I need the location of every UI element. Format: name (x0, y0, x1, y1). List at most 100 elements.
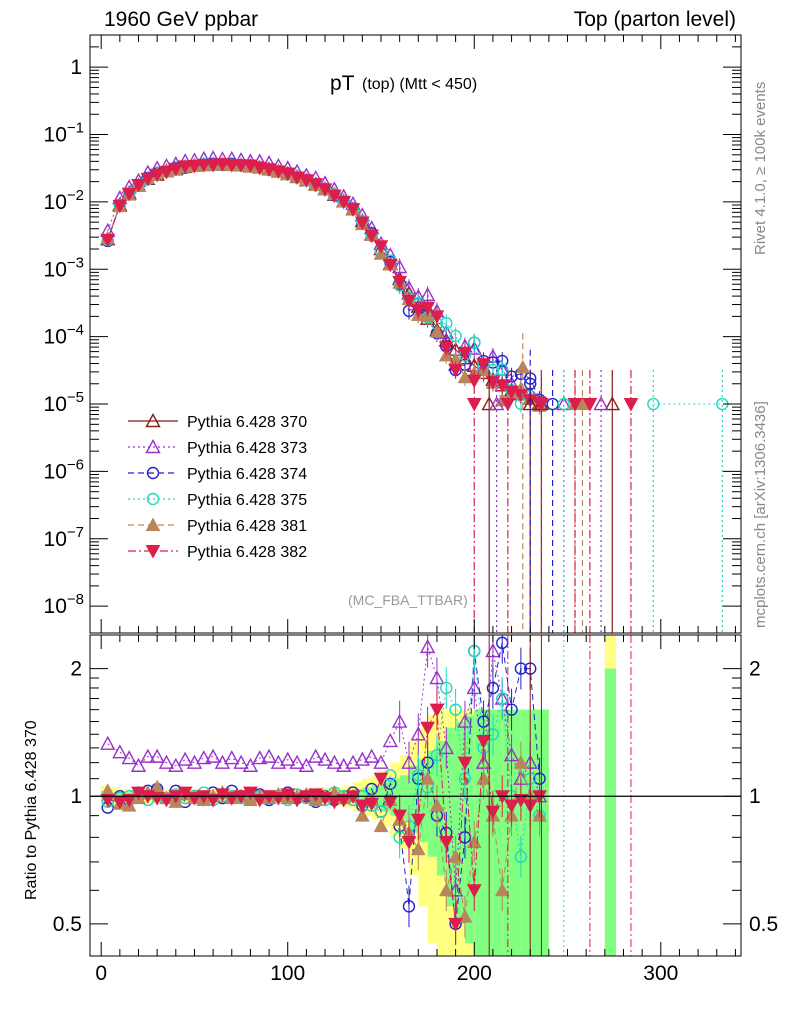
ratio-point (420, 721, 435, 736)
legend-marker (145, 439, 161, 454)
ratio-point (100, 793, 116, 808)
ratio-y-axis-label: Ratio to Pythia 6.428 370 (23, 720, 40, 900)
data-point (177, 160, 193, 174)
ratio-point (205, 793, 221, 808)
ratio-line (107, 646, 541, 891)
ratio-point (384, 777, 397, 790)
ratio-point (505, 703, 518, 716)
ratio-point (496, 692, 509, 705)
ratio-point (121, 793, 137, 808)
ratio-point (429, 703, 445, 718)
data-point (476, 358, 491, 372)
ratio-point (382, 732, 398, 748)
x-tick-label: 100 (270, 962, 305, 985)
ratio-plot-frame (89, 634, 742, 957)
ratio-point (373, 818, 389, 833)
ratio-point (252, 793, 268, 808)
tail-point (466, 398, 482, 412)
ratio-point (270, 754, 287, 769)
ratio-point (466, 680, 482, 695)
data-point (457, 346, 473, 361)
tail-point (481, 396, 497, 411)
ratio-point (354, 808, 370, 822)
data-point (354, 216, 370, 231)
tail-point (567, 398, 583, 412)
data-point (440, 317, 453, 330)
data-point (449, 329, 462, 343)
band-green (399, 775, 409, 820)
ratio-point (205, 748, 221, 763)
data-point (168, 162, 184, 177)
ratio-point (457, 713, 473, 728)
legend-label: Pythia 6.428 375 (187, 492, 307, 509)
rivet-version-label: Rivet 4.1.0, ≥ 100k events (752, 81, 769, 255)
ratio-point (430, 748, 444, 762)
data-point (205, 159, 221, 173)
ratio-point (449, 703, 462, 716)
process-label: Top (parton level) (573, 8, 736, 31)
data-point (159, 165, 174, 180)
ratio-point (354, 751, 371, 766)
y-tick-label: 10−3 (44, 254, 84, 281)
tail-point (604, 396, 620, 411)
ratio-point (354, 799, 370, 814)
data-point (233, 159, 249, 173)
ratio-point (187, 792, 202, 806)
legend-marker (146, 492, 160, 506)
series-line (107, 163, 541, 401)
data-point (364, 229, 380, 244)
band-green (492, 709, 503, 956)
band-green (455, 721, 465, 924)
plot-title-main: pT (330, 72, 355, 95)
main-plot-frame (89, 34, 742, 634)
ratio-point (112, 744, 128, 759)
energy-label: 1960 GeV ppbar (104, 8, 259, 31)
ratio-point (280, 751, 296, 766)
ratio-point (438, 835, 454, 850)
data-point (131, 178, 146, 193)
data-point (280, 167, 296, 182)
band-green (520, 709, 531, 956)
ratio-point (224, 792, 240, 806)
ratio-y-tick-label: 2 (70, 658, 82, 681)
ratio-point (410, 841, 426, 856)
ratio-point (466, 884, 482, 898)
ratio-point (514, 850, 528, 863)
ratio-point (158, 754, 175, 769)
tail-point (488, 396, 505, 411)
ratio-point (391, 713, 408, 728)
data-point (112, 199, 128, 214)
legend-label: Pythia 6.428 373 (187, 440, 307, 457)
ratio-point (289, 793, 305, 808)
band-green (474, 709, 484, 956)
tail-point (515, 359, 531, 374)
ratio-point (419, 638, 436, 654)
tail-point (534, 398, 549, 412)
legend-label: Pythia 6.428 370 (187, 414, 307, 431)
ratio-point (402, 900, 416, 913)
ratio-point (494, 882, 510, 897)
ratio-point (429, 670, 445, 685)
ratio-point (486, 681, 500, 695)
ratio-point (363, 748, 380, 763)
legend-label: Pythia 6.428 382 (187, 544, 307, 561)
data-point (336, 195, 352, 210)
ratio-point (308, 788, 324, 802)
ratio-point (401, 754, 417, 769)
ratio-point (271, 792, 286, 806)
y-tick-label: 10−5 (44, 389, 84, 416)
data-point (299, 174, 314, 188)
ratio-point (233, 754, 249, 769)
tail-point (500, 398, 516, 412)
data-point (121, 187, 137, 202)
ratio-point (242, 757, 259, 772)
ratio-point (131, 786, 146, 801)
ratio-point (326, 754, 343, 769)
data-point (410, 304, 426, 318)
legend-marker (145, 517, 161, 531)
tail-point (623, 398, 639, 412)
ratio-y-tick-label-right: 2 (749, 658, 761, 681)
data-point (392, 275, 407, 290)
ratio-point (336, 793, 352, 808)
